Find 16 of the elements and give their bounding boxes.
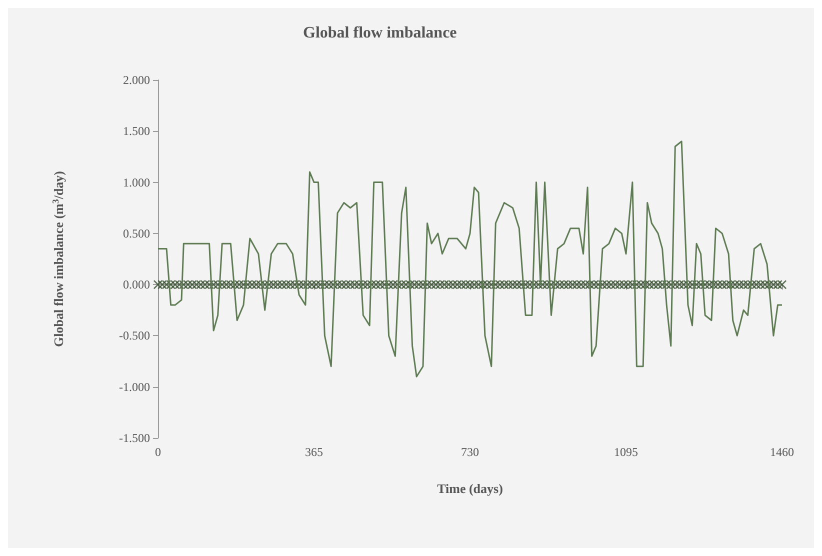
y-tick-label: -1.000 bbox=[119, 380, 150, 394]
y-tick-label: -0.500 bbox=[119, 328, 150, 343]
x-axis-title: Time (days) bbox=[437, 481, 503, 496]
y-tick-label: 0.500 bbox=[123, 226, 150, 240]
y-tick-label: 2.000 bbox=[123, 73, 150, 87]
y-axis-title: Global flow imbalance (m3/day) bbox=[50, 170, 66, 348]
y-tick-label: -1.500 bbox=[119, 431, 150, 445]
x-tick-label: 365 bbox=[305, 445, 323, 459]
x-tick-label: 1095 bbox=[614, 445, 638, 459]
y-tick-label: 1.000 bbox=[123, 175, 150, 190]
x-tick-label: 730 bbox=[461, 445, 479, 459]
x-tick-label: 1460 bbox=[770, 445, 794, 459]
y-tick-label: 1.500 bbox=[123, 124, 150, 138]
y-tick-label: 0.000 bbox=[123, 278, 150, 292]
x-tick-label: 0 bbox=[155, 445, 161, 459]
chart-title: Global flow imbalance bbox=[303, 24, 457, 42]
